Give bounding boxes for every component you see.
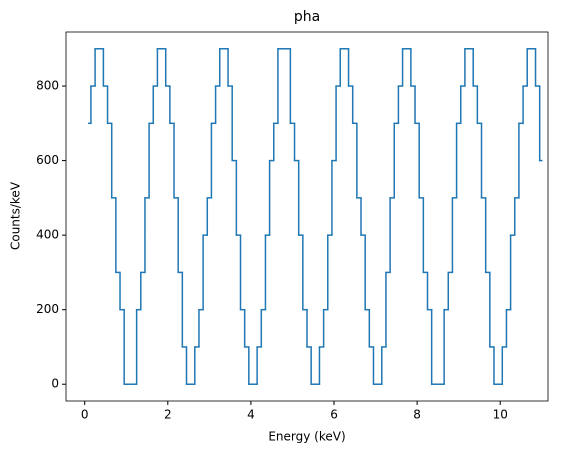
y-tick-label: 800 [36, 79, 59, 93]
x-tick-label: 6 [330, 408, 338, 422]
y-axis-label: Counts/keV [9, 181, 23, 250]
y-tick-label: 200 [36, 302, 59, 316]
x-tick-label: 10 [493, 408, 508, 422]
y-tick-label: 400 [36, 228, 59, 242]
plot-frame [65, 31, 549, 402]
x-axis-label: Energy (keV) [268, 430, 345, 444]
x-tick-label: 0 [81, 408, 89, 422]
y-tick-label: 0 [51, 377, 59, 391]
x-tick-label: 2 [164, 408, 172, 422]
x-tick-label: 8 [413, 408, 421, 422]
x-tick-label: 4 [247, 408, 255, 422]
chart-title: pha [294, 9, 320, 25]
step-riser [90, 48, 541, 385]
y-tick-label: 600 [36, 153, 59, 167]
